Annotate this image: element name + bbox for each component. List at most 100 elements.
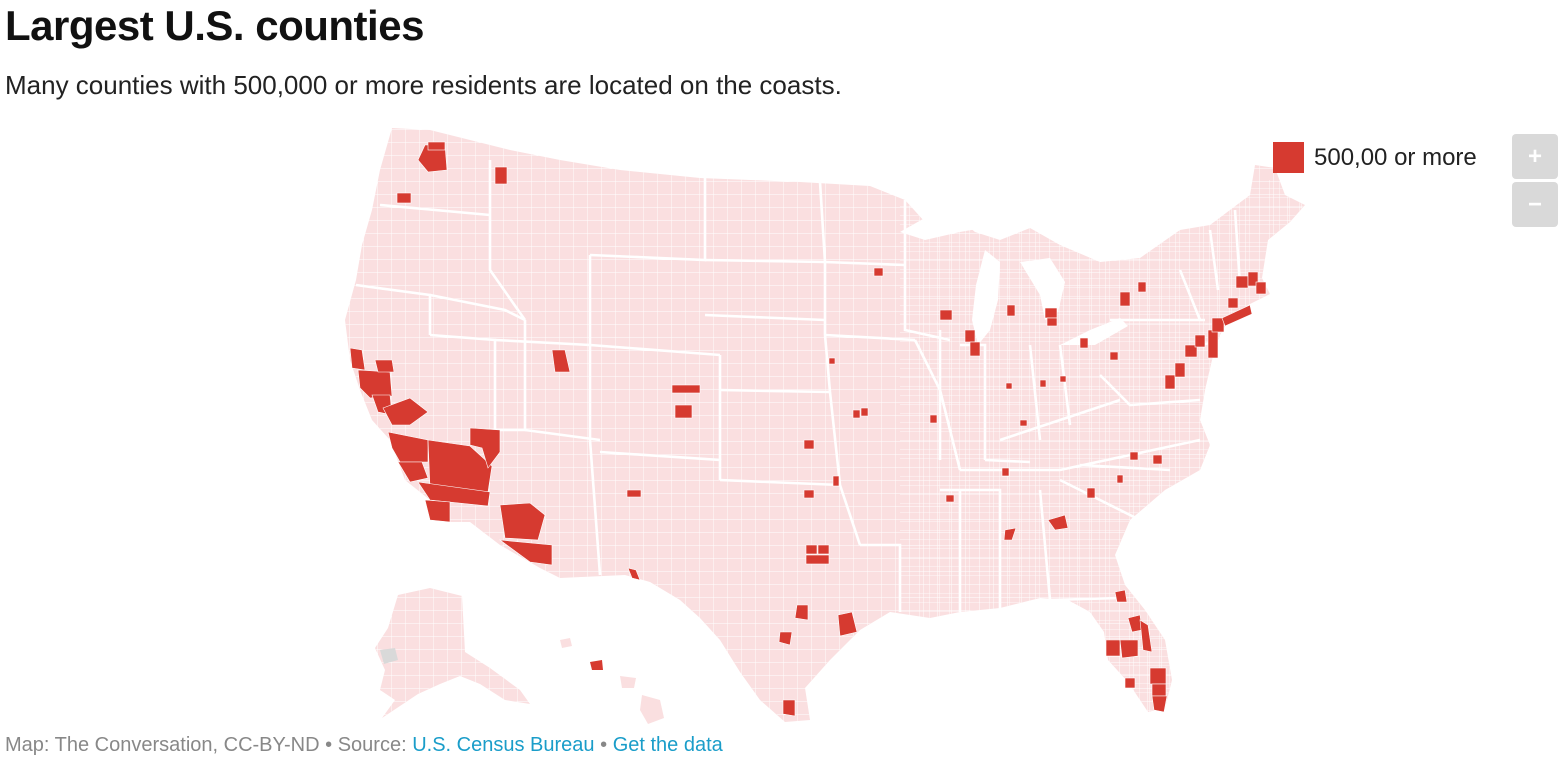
us-county-map[interactable] — [0, 118, 1568, 730]
legend-swatch-500k — [1273, 142, 1304, 173]
highlighted-counties — [349, 141, 1267, 717]
hawaii-island-big-island — [640, 695, 664, 724]
county-davidson-tn — [1001, 467, 1010, 477]
county-hamilton-oh — [1039, 379, 1047, 388]
county-dallas-tx — [817, 544, 830, 555]
county-erie-ny — [1137, 281, 1147, 293]
county-lee-fl — [1124, 677, 1136, 689]
county-bexar-tx — [778, 631, 793, 646]
county-los-angeles-ca — [397, 461, 429, 483]
zoom-out-button[interactable]: − — [1512, 182, 1558, 227]
county-bergen-nj — [1207, 329, 1219, 359]
county-dfw-lower-tx — [805, 554, 830, 565]
county-hillsborough-fl — [1105, 639, 1121, 657]
lake-erie — [1060, 318, 1128, 345]
alaska-county-grid — [375, 588, 530, 718]
county-jackson-mo — [852, 409, 861, 419]
county-johnson-ks — [860, 407, 869, 417]
county-hartford-ct — [1227, 297, 1239, 309]
county-san-diego-ca — [424, 499, 451, 523]
county-miami-dade-fl — [1151, 695, 1168, 713]
footer-credit: Map: The Conversation, CC-BY-ND — [5, 734, 320, 756]
county-ny-boroughs — [1211, 317, 1225, 333]
county-pima-az — [498, 539, 553, 566]
county-dupage-il — [969, 341, 981, 357]
county-jefferson-al — [1003, 527, 1017, 541]
county-harris-tx — [837, 611, 858, 637]
county-maricopa-az — [499, 502, 546, 541]
hawaii-island-maui — [620, 676, 636, 688]
county-oklahoma-ok — [803, 489, 815, 499]
county-tarrant-tx — [805, 544, 818, 555]
county-el-paso-tx — [627, 567, 641, 581]
county-sacramento-ca — [349, 347, 366, 371]
county-spokane-wa — [494, 166, 508, 185]
get-the-data-link[interactable]: Get the data — [612, 734, 723, 756]
hawaii-island-oahu — [590, 660, 603, 670]
county-travis-tx — [794, 604, 809, 621]
county-long-island-ny — [1221, 304, 1253, 327]
county-oakland-mi — [1044, 307, 1058, 319]
county-duval-fl — [1114, 589, 1128, 603]
county-fulton-ga — [1047, 514, 1069, 531]
legend-label-500k: 500,00 or more — [1314, 143, 1477, 171]
county-mecklenburg-nc — [1086, 487, 1096, 499]
county-suffolk-ma — [1255, 281, 1267, 295]
county-el-paso-co — [674, 404, 693, 419]
county-palm-beach-fl — [1149, 667, 1167, 685]
state-borders — [355, 160, 1242, 612]
hawaii-region — [560, 638, 664, 724]
lake-huron — [1020, 258, 1065, 320]
county-douglas-ne — [828, 357, 836, 365]
county-philadelphia-pa — [1194, 334, 1206, 348]
county-worcester-ma — [1235, 275, 1249, 289]
county-summit-oh — [1059, 375, 1067, 383]
minus-icon: − — [1527, 190, 1542, 218]
county-kent-mi — [1006, 304, 1016, 317]
county-denver-co — [671, 384, 701, 394]
county-jefferson-ky — [1019, 419, 1028, 427]
county-san-bernardino-ca — [427, 439, 493, 493]
county-wake-nc — [1152, 454, 1163, 465]
county-baltimore-md — [1184, 344, 1198, 358]
county-hennepin-mn — [873, 267, 884, 277]
county-fairfax-va — [1164, 374, 1176, 390]
map-footer: Map: The Conversation, CC-BY-ND • Source… — [5, 734, 723, 757]
county-snohomish-wa — [427, 141, 446, 151]
county-fresno-ca — [382, 397, 429, 426]
county-salt-lake-ut — [551, 349, 571, 373]
alaska-region — [375, 588, 530, 718]
footer-separator: • — [325, 734, 333, 756]
county-polk-fl — [1119, 639, 1139, 659]
footer-separator-2: • — [600, 734, 608, 756]
county-marion-in — [1005, 382, 1013, 390]
county-multnomah-or — [396, 192, 412, 204]
county-allegheny-pa — [1119, 291, 1131, 307]
map-subtitle: Many counties with 500,000 or more resid… — [5, 70, 842, 100]
county-tulsa-ok — [832, 475, 840, 487]
county-bernalillo-nm — [626, 489, 642, 498]
county-montgomery-md — [1174, 362, 1186, 378]
county-shelby-tn — [945, 494, 955, 503]
county-cuyahoga-oh — [1109, 351, 1119, 361]
lake-michigan — [972, 250, 1000, 345]
lake-superior — [900, 210, 1000, 240]
county-broward-fl — [1151, 683, 1167, 697]
county-wayne-mi — [1046, 317, 1058, 327]
contiguous-us-region — [345, 128, 1305, 722]
county-forsyth-nc — [1116, 474, 1124, 484]
alaska-no-data-area — [380, 648, 398, 664]
county-guilford-nc — [1129, 451, 1139, 461]
hawaii-island-kauai — [560, 638, 572, 648]
county-alameda-ca — [374, 359, 395, 373]
county-cook-il — [964, 329, 976, 343]
county-riverside-ca — [417, 481, 491, 507]
county-hidalgo-tx — [782, 699, 796, 717]
map-title: Largest U.S. counties — [5, 2, 424, 49]
county-sedgwick-ks — [803, 439, 815, 450]
zoom-in-button[interactable]: + — [1512, 134, 1558, 179]
source-link[interactable]: U.S. Census Bureau — [412, 734, 595, 756]
county-milwaukee-wi — [939, 309, 953, 321]
county-middlesex-ma — [1247, 271, 1259, 287]
county-st-louis-mo — [929, 414, 938, 424]
